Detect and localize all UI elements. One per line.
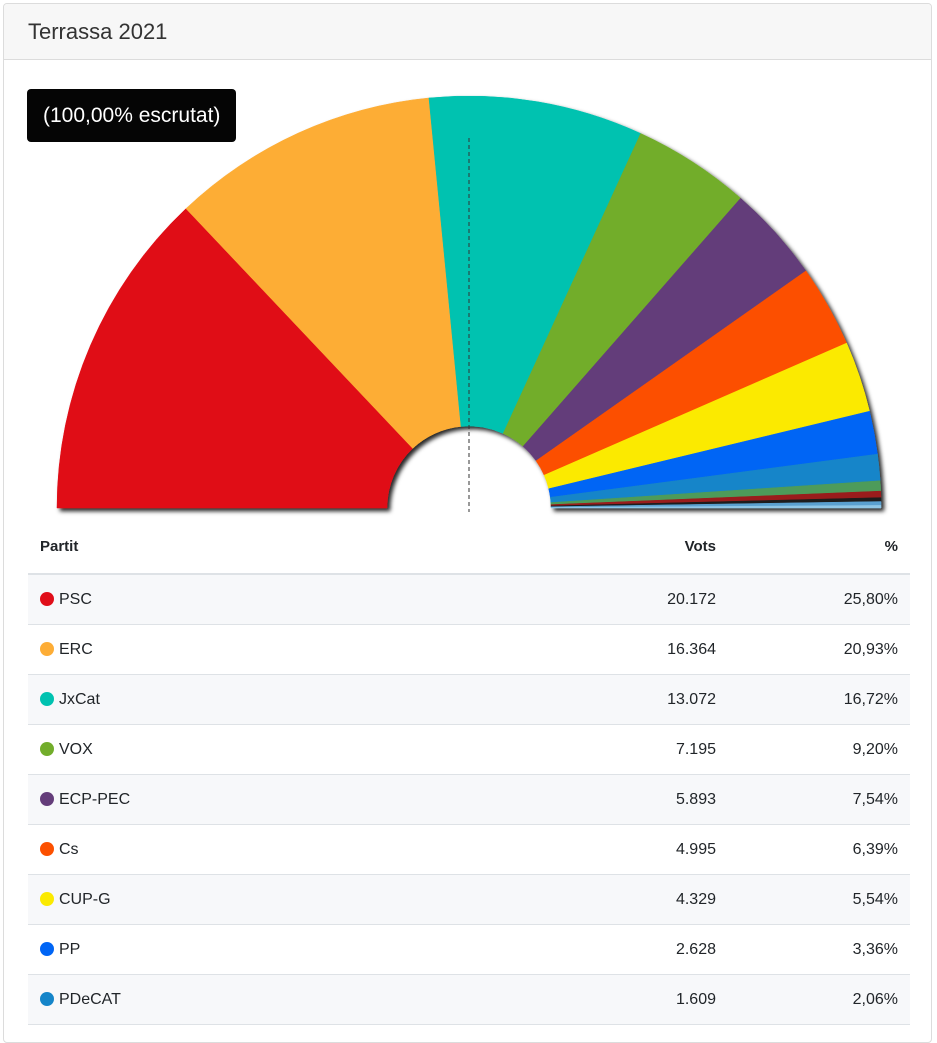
party-name: VOX [59, 740, 93, 758]
votes-cell: 7.195 [444, 724, 728, 775]
card-header: Terrassa 2021 [4, 4, 931, 60]
column-header-party[interactable]: Partit [28, 520, 444, 575]
percent-cell: 7,54% [728, 774, 910, 825]
votes-cell: 13.072 [444, 674, 728, 725]
slice-erc[interactable] [185, 97, 462, 449]
table-row: PDeCAT 1.609 2,06% [28, 974, 910, 1025]
party-cell: VOX [28, 724, 444, 775]
party-color-dot [40, 991, 54, 1006]
table-row: Cs 4.995 6,39% [28, 824, 910, 875]
party-color-dot [40, 641, 54, 656]
party-cell: ERC [28, 624, 444, 675]
slice-minor-5[interactable] [550, 505, 882, 509]
party-color-dot [40, 941, 54, 956]
scrutiny-badge: (100,00% escrutat) [27, 89, 237, 142]
party-color-dot [40, 841, 54, 856]
table-row: PSC 20.172 25,80% [28, 574, 910, 625]
party-color-dot [40, 591, 54, 606]
votes-cell: 1.609 [444, 974, 728, 1025]
table-row: ECP-PEC 5.893 7,54% [28, 774, 910, 825]
hemicycle-slices [56, 95, 882, 509]
party-cell: CUP-G [28, 874, 444, 925]
party-name: CUP-G [59, 890, 111, 908]
results-table-header: Partit Vots % [28, 520, 910, 575]
party-name: PDeCAT [59, 990, 121, 1008]
votes-cell: 2.628 [444, 924, 728, 975]
party-cell: JxCat [28, 674, 444, 725]
table-row: CUP-G 4.329 5,54% [28, 874, 910, 925]
card-title: Terrassa 2021 [28, 18, 168, 44]
scrutiny-badge-text: (100,00% escrutat) [43, 103, 221, 127]
votes-cell: 16.364 [444, 624, 728, 675]
percent-cell: 25,80% [728, 574, 910, 625]
party-name: PSC [59, 590, 92, 608]
slice-jxcat[interactable] [428, 95, 641, 434]
votes-cell: 5.893 [444, 774, 728, 825]
party-color-dot [40, 891, 54, 906]
table-row: VOX 7.195 9,20% [28, 724, 910, 775]
results-table: Partit Vots % PSC 20.172 25,80% ERC 16.364 20… [28, 520, 910, 1025]
party-name: PP [59, 940, 81, 958]
party-name: ECP-PEC [59, 790, 131, 808]
slice-psc[interactable] [56, 208, 414, 509]
party-cell: PSC [28, 574, 444, 625]
votes-cell: 20.172 [444, 574, 728, 625]
party-name: JxCat [59, 690, 100, 708]
hemicycle-svg [56, 95, 882, 512]
party-name: Cs [59, 840, 79, 858]
column-header-votes[interactable]: Vots [444, 520, 728, 575]
table-row: ERC 16.364 20,93% [28, 624, 910, 675]
percent-cell: 20,93% [728, 624, 910, 675]
table-row: PP 2.628 3,36% [28, 924, 910, 975]
votes-cell: 4.995 [444, 824, 728, 875]
party-cell: ECP-PEC [28, 774, 444, 825]
percent-cell: 9,20% [728, 724, 910, 775]
percent-cell: 16,72% [728, 674, 910, 725]
percent-cell: 2,06% [728, 974, 910, 1025]
hemicycle-chart: (100,00% escrutat) [4, 60, 931, 520]
party-cell: PP [28, 924, 444, 975]
party-color-dot [40, 741, 54, 756]
column-header-percent[interactable]: % [728, 520, 910, 575]
table-row: JxCat 13.072 16,72% [28, 674, 910, 725]
party-cell: Cs [28, 824, 444, 875]
party-cell: PDeCAT [28, 974, 444, 1025]
party-color-dot [40, 791, 54, 806]
votes-cell: 4.329 [444, 874, 728, 925]
party-color-dot [40, 691, 54, 706]
percent-cell: 6,39% [728, 824, 910, 875]
party-name: ERC [59, 640, 93, 658]
percent-cell: 3,36% [728, 924, 910, 975]
percent-cell: 5,54% [728, 874, 910, 925]
results-card: Terrassa 2021 (100,00% escrutat) Partit … [3, 3, 932, 1043]
